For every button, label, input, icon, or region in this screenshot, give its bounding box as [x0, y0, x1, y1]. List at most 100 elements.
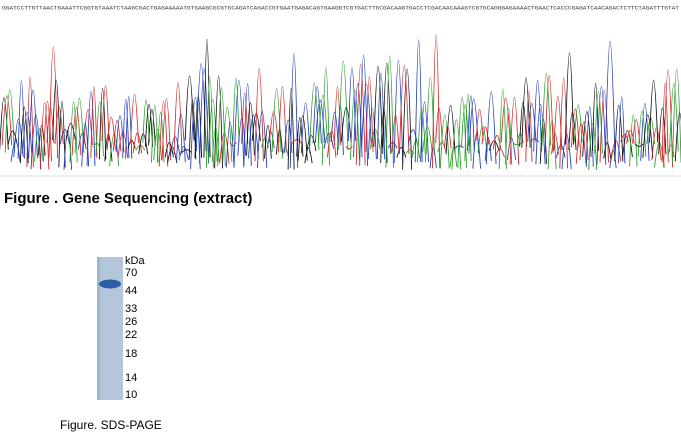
trace-peak: [672, 68, 681, 163]
trace-peak: [241, 92, 249, 144]
trace-peak: [365, 76, 374, 152]
trace-peak: [142, 99, 150, 143]
trace-peak: [243, 83, 252, 166]
trace-peak: [382, 62, 392, 154]
trace-peak: [350, 89, 360, 160]
trace-peak: [176, 113, 186, 163]
trace-peak: [306, 135, 317, 152]
trace-peak: [148, 109, 156, 146]
trace-peak: [112, 119, 122, 152]
trace-peak: [509, 96, 520, 165]
trace-peak: [289, 53, 299, 168]
trace-peak: [484, 137, 492, 161]
trace-peak: [435, 107, 443, 144]
trace-peak: [398, 65, 410, 155]
trace-peak: [19, 106, 29, 164]
trace-peak: [254, 67, 264, 162]
trace-peak: [151, 104, 159, 163]
trace-peak: [661, 82, 669, 163]
trace-peak: [535, 103, 546, 165]
trace-peak: [669, 83, 679, 152]
trace-peak: [58, 100, 66, 168]
trace-peak: [291, 138, 303, 144]
trace-peak: [321, 66, 330, 166]
marker-label: 10: [125, 389, 137, 401]
trace-peak: [498, 88, 507, 169]
trace-peak: [373, 65, 383, 148]
trace-peak: [71, 107, 82, 156]
trace-peak: [614, 104, 624, 162]
trace-peak: [451, 119, 462, 170]
trace-peak: [475, 108, 484, 141]
trace-peak: [217, 87, 226, 166]
gel-edge: [97, 257, 100, 400]
marker-label: 26: [125, 316, 137, 328]
trace-peak: [125, 96, 133, 159]
trace-peak: [432, 34, 441, 169]
trace-peak: [101, 85, 110, 141]
marker-label: 22: [125, 329, 137, 341]
trace-peak: [521, 77, 531, 148]
trace-peak: [629, 114, 638, 167]
trace-peak: [414, 39, 423, 163]
marker-label: 14: [125, 372, 137, 384]
trace-peak: [457, 96, 468, 168]
sequence-text: GGATCCTTGTTAACTGAAATTCGGTGTAAATCTAAGCGAC…: [2, 5, 679, 11]
trace-peak: [115, 115, 125, 153]
trace-peak: [541, 72, 552, 146]
trace-peak: [544, 74, 554, 153]
trace-peak: [596, 86, 607, 165]
trace-peak: [396, 147, 407, 158]
marker-label: 70: [125, 267, 137, 279]
trace-peak: [225, 121, 235, 168]
trace-peak: [164, 141, 174, 158]
trace-peak: [385, 55, 394, 168]
trace-peak: [330, 111, 339, 142]
trace-peak: [203, 38, 211, 158]
trace-peak: [359, 54, 368, 166]
trace-peak: [488, 140, 500, 151]
trace-peak: [571, 108, 580, 148]
trace-peak: [361, 83, 372, 147]
trace-peak: [445, 104, 456, 155]
trace-peak: [1, 95, 13, 146]
trace-peak: [188, 99, 197, 160]
trace-peak: [674, 112, 681, 162]
trace-peak: [505, 107, 513, 165]
protein-band: [99, 279, 121, 289]
trace-peak: [222, 106, 233, 162]
trace-peak: [318, 94, 328, 144]
trace-peak: [340, 107, 352, 143]
trace-peak: [181, 149, 192, 153]
chromatogram: [0, 34, 681, 170]
trace-peak: [4, 89, 15, 153]
trace-peak: [323, 133, 335, 149]
trace-peak: [300, 102, 311, 154]
trace-peak: [649, 79, 659, 143]
trace-peak: [530, 138, 540, 143]
trace-peak: [533, 80, 542, 152]
trace-peak: [585, 106, 594, 167]
trace-peak: [17, 80, 26, 159]
trace-peak: [54, 107, 64, 145]
trace-peak: [268, 110, 279, 143]
trace-peak: [256, 110, 268, 168]
trace-peak: [461, 104, 470, 147]
trace-peak: [592, 82, 600, 151]
trace-peak: [144, 103, 154, 147]
trace-peak: [26, 76, 34, 168]
marker-label: 44: [125, 285, 137, 297]
trace-peak: [178, 145, 189, 161]
trace-peak: [579, 121, 589, 161]
trace-peak: [43, 100, 52, 162]
trace-peak: [52, 79, 61, 141]
trace-peak: [439, 114, 450, 169]
trace-peak: [603, 142, 612, 159]
trace-peak: [77, 133, 87, 150]
trace-peak: [261, 137, 269, 148]
trace-peak: [367, 108, 377, 160]
trace-peak: [122, 98, 130, 159]
trace-peak: [167, 146, 178, 164]
trace-peak: [632, 119, 641, 144]
